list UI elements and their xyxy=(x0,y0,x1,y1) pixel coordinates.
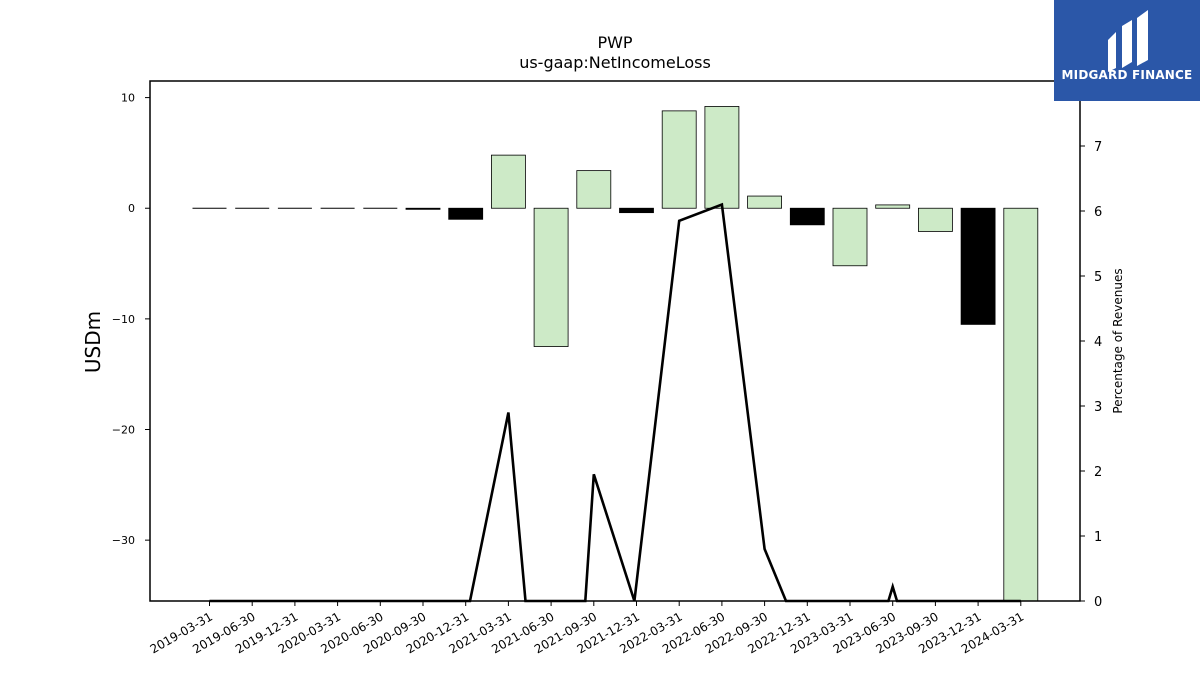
bar xyxy=(619,207,654,214)
bar xyxy=(405,207,441,210)
bar xyxy=(1003,207,1039,602)
y2-axis-ticks: 0 1 2 3 4 5 6 7 xyxy=(1080,140,1102,610)
brand-logo: MIDGARD FINANCE xyxy=(1054,0,1200,101)
bar xyxy=(448,207,484,220)
y2-tick-label: 5 xyxy=(1094,270,1102,285)
percentage-line xyxy=(209,202,1021,603)
y2-axis-label: Percentage of Revenues xyxy=(1111,268,1125,413)
bar xyxy=(832,207,868,267)
bar xyxy=(533,207,569,347)
bar xyxy=(960,207,996,325)
chart-subtitle: us-gaap:NetIncomeLoss xyxy=(519,53,711,72)
line-layer xyxy=(209,202,1021,603)
y-axis-label: USDm xyxy=(81,311,105,373)
bar xyxy=(704,106,740,209)
logo-mark-icon xyxy=(1108,10,1148,72)
y-tick-label: 0 xyxy=(128,202,135,215)
bar xyxy=(747,195,782,209)
y2-tick-label: 7 xyxy=(1094,140,1102,155)
y-tick-label: −30 xyxy=(112,534,135,547)
y-axis-ticks: 10 0 −10 −20 −30 xyxy=(112,92,150,547)
x-axis-ticks: 2019-03-312019-06-302019-12-312020-03-31… xyxy=(148,601,1026,656)
y-tick-label: 10 xyxy=(121,92,135,105)
y2-tick-label: 0 xyxy=(1094,595,1102,610)
bar xyxy=(789,207,825,226)
bar xyxy=(661,110,697,209)
y2-tick-label: 1 xyxy=(1094,530,1102,545)
y2-tick-label: 4 xyxy=(1094,335,1102,350)
bar xyxy=(490,154,526,209)
bar xyxy=(918,207,953,232)
y-tick-label: −10 xyxy=(112,313,135,326)
logo-wordmark: MIDGARD FINANCE xyxy=(1061,68,1193,82)
y2-tick-label: 3 xyxy=(1094,400,1102,415)
y-tick-label: −20 xyxy=(112,424,135,437)
plot-frame xyxy=(149,80,1081,602)
bars-layer xyxy=(192,106,1039,602)
y2-tick-label: 2 xyxy=(1094,465,1102,480)
bar xyxy=(875,204,911,209)
bar xyxy=(576,170,612,209)
chart-title: PWP xyxy=(597,33,632,52)
y2-tick-label: 6 xyxy=(1094,205,1102,220)
